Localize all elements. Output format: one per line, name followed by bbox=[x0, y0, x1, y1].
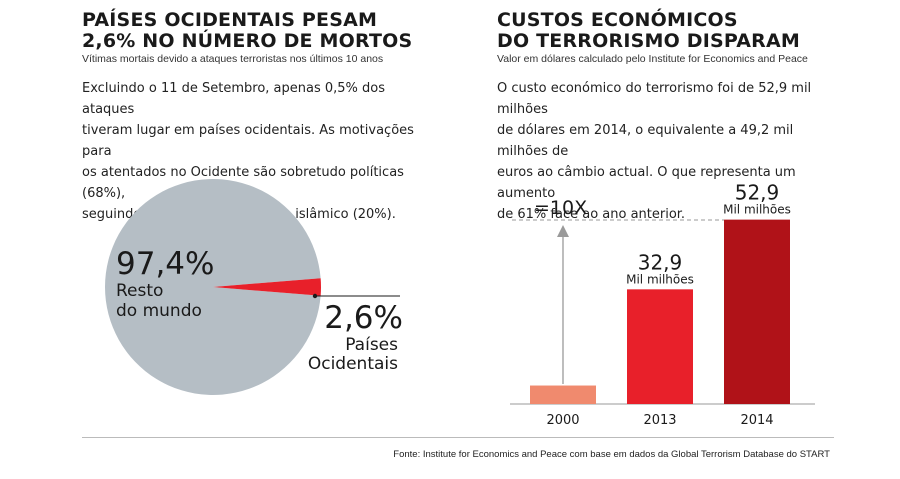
bar-category-label-2013: 2013 bbox=[643, 413, 676, 428]
pie-label-west-value: 2,6% bbox=[324, 300, 403, 336]
pie-label-rest-name-line1: Resto bbox=[116, 281, 163, 301]
right-panel: CUSTOS ECONÓMICOS DO TERRORISMO DISPARAM… bbox=[497, 10, 832, 225]
bar-title: CUSTOS ECONÓMICOS DO TERRORISMO DISPARAM bbox=[497, 10, 832, 52]
bar-value-label-2013: 32,9 bbox=[638, 250, 683, 274]
arrow-up-icon bbox=[557, 225, 569, 237]
pie-title: PAÍSES OCIDENTAIS PESAM 2,6% NO NÚMERO D… bbox=[82, 10, 417, 52]
pie-label-west-name-line2: Ocidentais bbox=[308, 354, 398, 374]
pie-description-line: tiveram lugar em países ocidentais. As m… bbox=[82, 123, 414, 159]
bar-subtitle: Valor em dólares calculado pelo Institut… bbox=[497, 53, 808, 65]
pie-title-line1: PAÍSES OCIDENTAIS PESAM bbox=[82, 9, 378, 31]
pie-description-line: Excluindo o 11 de Setembro, apenas 0,5% … bbox=[82, 81, 386, 117]
pie-label-rest-value: 97,4% bbox=[116, 246, 214, 282]
pie-description: Excluindo o 11 de Setembro, apenas 0,5% … bbox=[82, 78, 417, 225]
pie-slice-marker-dot bbox=[312, 293, 318, 299]
bar-title-line1: CUSTOS ECONÓMICOS bbox=[497, 9, 738, 31]
bar-unit-label-2013: Mil milhões bbox=[626, 272, 694, 286]
bar-description-line: euros ao câmbio actual. O que representa… bbox=[497, 165, 796, 201]
source-note: Fonte: Institute for Economics and Peace… bbox=[393, 449, 830, 460]
bar-description-line: de 61% face ao ano anterior. bbox=[497, 207, 686, 222]
pie-description-line: os atentados no Ocidente são sobretudo p… bbox=[82, 165, 404, 201]
bar-2000 bbox=[530, 385, 596, 404]
pie-title-line2: 2,6% NO NÚMERO DE MORTOS bbox=[82, 30, 413, 52]
bar-description-line: O custo económico do terrorismo foi de 5… bbox=[497, 81, 812, 117]
pie-slice-western-countries bbox=[213, 278, 322, 296]
pie-label-rest-name-line2: do mundo bbox=[116, 301, 202, 321]
bar-category-label-2000: 2000 bbox=[546, 413, 579, 428]
bar-2014 bbox=[724, 219, 790, 404]
bar-description: O custo económico do terrorismo foi de 5… bbox=[497, 78, 832, 225]
bar-description-line: de dólares em 2014, o equivalente a 49,2… bbox=[497, 123, 794, 159]
footer-divider bbox=[82, 437, 834, 438]
bar-2013 bbox=[627, 289, 693, 404]
bar-category-label-2014: 2014 bbox=[740, 413, 773, 428]
left-panel: PAÍSES OCIDENTAIS PESAM 2,6% NO NÚMERO D… bbox=[82, 10, 417, 225]
bar-title-line2: DO TERRORISMO DISPARAM bbox=[497, 30, 801, 52]
pie-subtitle: Vítimas mortais devido a ataques terrori… bbox=[82, 53, 384, 65]
pie-label-west-name-line1: Países bbox=[345, 335, 398, 355]
pie-description-line: seguindo-se o fundamentalismo islâmico (… bbox=[82, 207, 396, 222]
